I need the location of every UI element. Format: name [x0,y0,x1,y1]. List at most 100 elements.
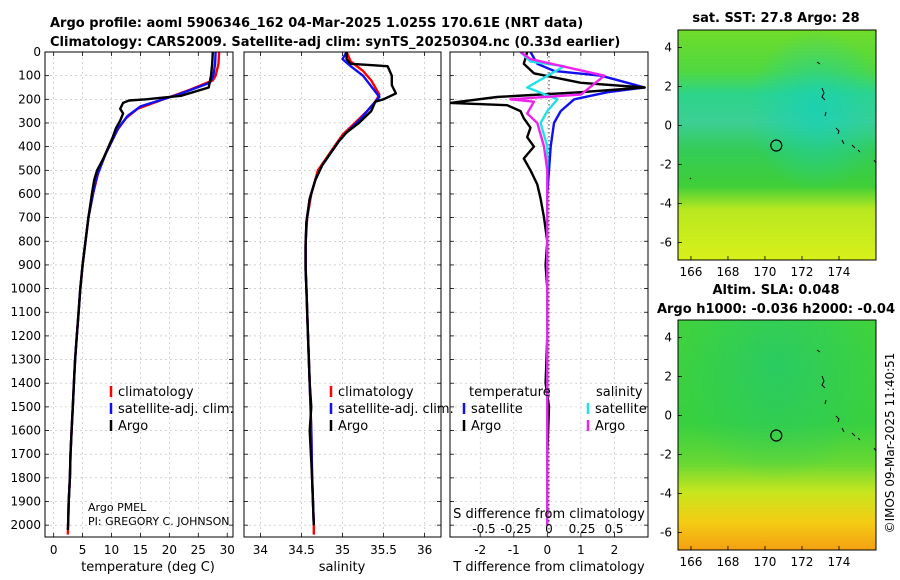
pi-line1: Argo PMEL [88,501,147,514]
x-tick-label: 2 [611,543,619,557]
y-tick-label: 700 [18,211,41,225]
y-tick-label: 0 [33,45,41,59]
sst-map: 166 168 170 172 174 -6 -4 -2 0 2 4 [660,29,877,279]
sla-map-title: Altim. SLA: 0.048 [713,283,840,298]
difference-top-ticks: -0.5 -0.25 0 0.25 0.5 [472,522,623,536]
s-tick-label: 0.5 [604,522,623,536]
main-title-line1: Argo profile: aoml 5906346_162 04-Mar-20… [50,16,583,31]
salinity-axes-frame [243,51,442,538]
sla-high-region [678,320,876,550]
x-tick-label: -1 [508,543,520,557]
salinity-grid [244,51,441,537]
s-tick-label: -0.5 [472,522,495,536]
map-x-tick-label: 170 [754,555,777,569]
legend-s-argo-label: Argo [595,419,625,434]
map-y-tick-label: -2 [660,157,672,171]
map-y-tick-label: -4 [660,486,672,500]
legend-satellite-label: satellite-adj. clim. [118,402,234,417]
series-s-argo [509,52,606,526]
map-x-tick-label: 166 [680,555,703,569]
map-x-tick-label: 168 [717,555,740,569]
salinity-series [304,52,398,535]
series-climatology [66,52,221,535]
difference-grid [450,51,648,537]
y-tick-label: 400 [18,140,41,154]
x-tick-label: 34.5 [288,543,315,557]
x-tick-label: 30 [220,543,235,557]
sla-argo-location-marker [770,429,783,442]
difference-series [450,52,646,526]
main-title-line2: Climatology: CARS2009. Satellite-adj cli… [50,35,620,50]
series-argo [304,52,398,526]
salinity-ticks: 34 34.5 35 35.5 36 [244,51,441,557]
x-tick-label: 0 [50,543,58,557]
map-y-tick-label: 0 [664,119,672,133]
y-tick-label: 1700 [10,447,41,461]
legend-satellite-label: satellite-adj. clim. [338,402,454,417]
x-tick-label: 0 [544,543,552,557]
x-tick-label: 35 [335,543,350,557]
map-y-tick-label: 4 [664,41,672,55]
y-tick-label: 2000 [10,518,41,532]
sst-map-ticks: 166 168 170 172 174 -6 -4 -2 0 2 4 [660,41,850,279]
x-tick-label: 5 [79,543,87,557]
series-argo [66,52,214,530]
sla-map-subtitle: Argo h1000: -0.036 h2000: -0.04 [657,302,895,317]
y-tick-label: 200 [18,92,41,106]
difference-panel: -2 -1 0 1 2 T difference from climatology S … [449,51,649,575]
y-tick-label: 1500 [10,400,41,414]
sst-map-frame [677,29,877,261]
map-y-tick-label: 2 [664,80,672,94]
temperature-legend: climatology satellite-adj. clim. Argo [109,385,234,434]
x-tick-label: 35.5 [370,543,397,557]
sst-warm-pool [678,30,876,260]
legend-argo-label: Argo [118,419,148,434]
imos-timestamp: ©IMOS 09-Mar-2025 11:40:51 [883,353,897,534]
difference-axes-frame [449,51,649,538]
map-x-tick-label: 172 [791,265,814,279]
y-tick-label: 1100 [10,305,41,319]
map-y-tick-label: -6 [660,235,672,249]
temperature-series [66,52,221,535]
map-x-tick-label: 170 [754,265,777,279]
map-y-tick-label: 2 [664,370,672,384]
map-y-tick-label: 4 [664,331,672,345]
map-y-tick-label: -4 [660,196,672,210]
sst-argo-location-marker [770,139,783,152]
map-y-tick-label: 0 [664,409,672,423]
y-tick-label: 1900 [10,495,41,509]
legend-group-temperature: temperature [469,385,551,400]
map-x-tick-label: 172 [791,555,814,569]
sla-coastlines [816,349,877,452]
y-tick-label: 500 [18,163,41,177]
sst-coastlines [689,61,877,180]
temperature-axes-frame [44,51,234,538]
temperature-grid [45,51,233,537]
x-tick-label: 1 [577,543,585,557]
sla-map: 166 168 170 172 174 -6 -4 -2 0 2 4 [660,319,877,569]
map-x-tick-label: 174 [828,265,851,279]
x-tick-label: 20 [162,543,177,557]
legend-group-salinity: salinity [596,385,643,400]
y-tick-label: 800 [18,234,41,248]
y-tick-label: 1200 [10,329,41,343]
s-tick-label: 0 [545,522,553,536]
temperature-panel: 0100200300400500600700800900100011001200… [10,45,234,575]
map-y-tick-label: -6 [660,525,672,539]
y-tick-label: 300 [18,116,41,130]
legend-climatology-label: climatology [118,385,194,400]
salinity-legend: climatology satellite-adj. clim. Argo [329,385,454,434]
map-y-tick-label: -2 [660,447,672,461]
sla-map-ticks: 166 168 170 172 174 -6 -4 -2 0 2 4 [660,331,850,569]
map-x-tick-label: 174 [828,555,851,569]
x-tick-label: 25 [191,543,206,557]
y-tick-label: 1300 [10,353,41,367]
s-tick-label: -0.25 [500,522,531,536]
difference-legend: temperature salinity satellite Argo sate… [462,385,647,434]
difference-ticks: -2 -1 0 1 2 [450,51,648,557]
salinity-panel: 34 34.5 35 35.5 36 salinity climatology sate… [243,51,454,575]
legend-t-argo-label: Argo [471,419,501,434]
legend-s-satellite-label: satellite [595,402,647,417]
y-tick-label: 100 [18,69,41,83]
legend-argo-label: Argo [338,419,368,434]
